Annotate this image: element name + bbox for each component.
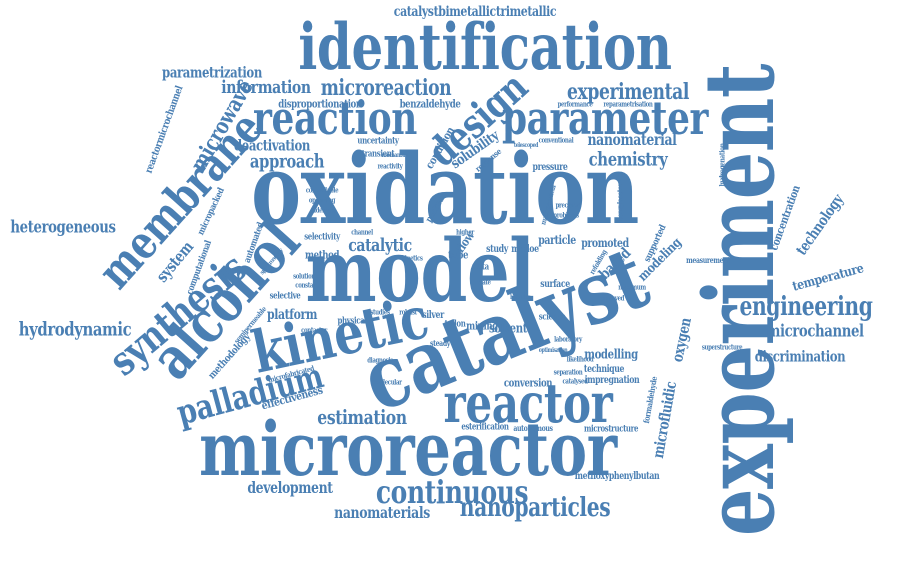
word-autonomous: autonomous — [513, 423, 553, 433]
word-catalysed: catalysed — [562, 376, 588, 386]
word-reaction: reaction — [253, 91, 417, 145]
word-performance: performance — [557, 99, 593, 109]
word-modelling: modelling — [584, 347, 638, 363]
word-problems: problems — [553, 210, 579, 220]
word-conventional: conventional — [538, 135, 574, 145]
word-nanoparticles: nanoparticles — [459, 493, 611, 523]
word-separation: separation — [553, 367, 583, 377]
word-kinetics: kinetics — [401, 253, 423, 263]
word-deactivation: deactivation — [233, 136, 311, 155]
word-engineering: engineering — [739, 292, 873, 322]
word-uncertainty: uncertainty — [357, 136, 399, 147]
word-identification: identification — [298, 10, 672, 85]
word-surface: surface — [540, 279, 570, 290]
word-higher: higher — [456, 227, 474, 237]
word-microchannel: microchannel — [766, 321, 864, 342]
word-continuous: continuous — [375, 473, 529, 511]
word-physical: physical — [337, 316, 367, 327]
word-conversion: conversion — [503, 376, 553, 390]
word-catalytic: catalytic — [348, 235, 412, 256]
word-reparametrisation: reparametrisation — [603, 99, 653, 109]
word-controllable: controllable — [305, 185, 339, 195]
word-information: information — [221, 77, 311, 98]
word-benzylacetone: benzylacetone — [615, 179, 625, 221]
word-parametrization: parametrization — [162, 63, 262, 82]
word-discrimination: discrimination — [754, 347, 846, 366]
word-teflon: teflon — [444, 319, 466, 330]
word-precision: precision — [555, 200, 581, 210]
word-reactivity: reactivity — [377, 161, 403, 171]
word-heterogeneous: heterogeneous — [10, 217, 116, 238]
word-nanomaterials: nanomaterials — [334, 503, 430, 522]
word-likelihood: likelihood — [566, 354, 594, 364]
word-selectivity: selectivity — [304, 232, 340, 243]
word-data: data — [473, 262, 489, 273]
word-laboratory: laboratory — [554, 334, 582, 344]
word-methoxyphenylbutan: methoxyphenylbutan — [574, 471, 660, 482]
word-telescoped: telescoped — [513, 142, 539, 149]
word-optimisation: optimisation — [538, 347, 568, 354]
word-state: state — [477, 277, 491, 287]
word-approach: approach — [249, 150, 325, 173]
word-hydrogenation: hydrogenation — [717, 143, 727, 187]
word-solution: solution — [293, 271, 315, 281]
word-tube: tube — [447, 248, 469, 262]
word-microreaction: microreaction — [320, 75, 452, 101]
word-mining: mining — [466, 319, 498, 333]
word-behavior: behavior — [510, 294, 530, 301]
word-chemistry: chemistry — [588, 148, 668, 171]
word-estimation: estimation — [317, 405, 407, 429]
word-method: method — [304, 248, 340, 262]
word-selective: selective — [269, 291, 301, 302]
word-superstructure: superstructure — [701, 342, 743, 352]
word-science: science — [538, 312, 566, 323]
word-contactor: contactor — [301, 325, 327, 335]
word-model: model — [305, 221, 535, 322]
word-development: development — [247, 478, 333, 497]
word-experimental: experimental — [566, 79, 690, 105]
word-study: study — [486, 244, 508, 255]
word-technology: technology — [792, 190, 848, 259]
word-mbdoe: mbdoe — [511, 244, 539, 255]
word-observed: observed — [599, 293, 625, 303]
word-channel: channel — [351, 227, 373, 237]
word-transient: transient — [361, 149, 395, 160]
word-impregnation: impregnation — [584, 375, 640, 386]
word-measurement: measurement — [686, 255, 730, 265]
word-maximum: maximum — [618, 282, 646, 292]
word-particle: particle — [538, 233, 576, 247]
word-molecular: molecular — [374, 377, 402, 387]
word-constant: constant — [295, 280, 319, 290]
word-disproportionation: disproportionation — [278, 97, 362, 111]
word-platform: platform — [266, 307, 318, 323]
word-steady: steady — [429, 338, 451, 348]
word-microstructure: microstructure — [583, 424, 639, 435]
word-temperature: temperature — [790, 261, 866, 295]
word-microreactor: microreactor — [199, 407, 617, 493]
word-operating: operating — [308, 195, 336, 205]
word-technique: technique — [583, 364, 625, 375]
word-reactor: reactor — [443, 371, 613, 435]
word-mechanism: mechanism — [381, 152, 409, 159]
word-benzaldehyde: benzaldehyde — [399, 97, 461, 111]
word-nanomaterial: nanomaterial — [587, 130, 677, 149]
word-promoted: promoted — [581, 236, 629, 250]
word-esterification: esterification — [461, 422, 509, 433]
word-diagnosis: diagnosis — [367, 355, 393, 365]
word-solvent: solvent — [488, 321, 528, 337]
word-hydrodynamic: hydrodynamic — [18, 318, 132, 341]
word-pressure: pressure — [532, 162, 568, 173]
word-parameter: parameter — [501, 91, 709, 145]
word-studies: studies — [370, 307, 390, 317]
word-robust: robust — [399, 307, 417, 317]
word-oxidation: oxidation — [251, 133, 639, 246]
word-silver: silver — [422, 310, 444, 321]
word-aldehyde: aldehyde — [310, 205, 336, 215]
word-catalystbimetallictrimetallic: catalystbimetallictrimetallic — [393, 4, 557, 20]
